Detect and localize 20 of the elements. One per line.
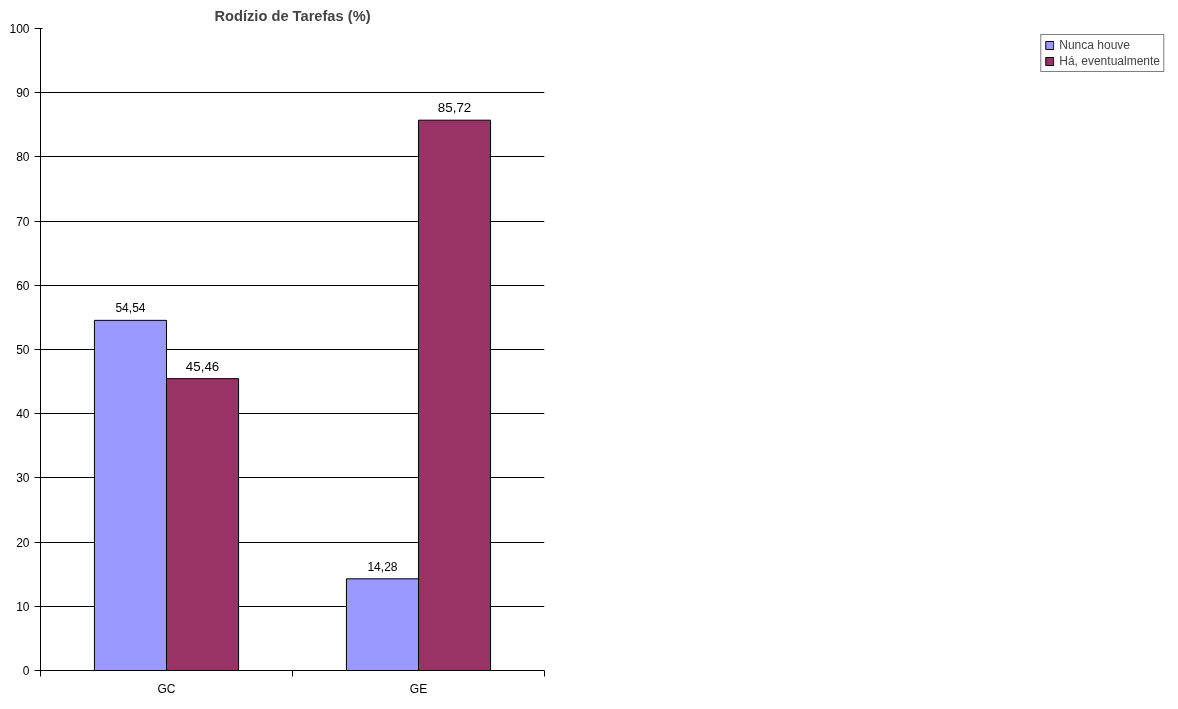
data-label: 54,54 <box>115 301 146 316</box>
y-tick-label: 90 <box>16 86 30 101</box>
y-tick-label: 60 <box>16 278 30 293</box>
y-tick-label: 100 <box>9 22 30 36</box>
legend-label: Nunca houve <box>1059 38 1130 52</box>
legend-label: Há, eventualmente <box>1059 54 1160 68</box>
y-tick-label: 70 <box>16 214 30 229</box>
y-tick-label: 40 <box>16 407 30 422</box>
x-tick-label: GC <box>157 681 176 696</box>
y-tick-label: 0 <box>22 664 30 678</box>
y-tick-label: 30 <box>16 471 30 486</box>
data-label: 85,72 <box>437 100 472 116</box>
y-tick-label: 20 <box>16 535 30 550</box>
x-tick-label: GE <box>409 681 428 696</box>
data-label: 45,46 <box>185 358 220 374</box>
chart-title: Rodízio de Tarefas (%) <box>214 7 371 24</box>
y-tick-label: 10 <box>16 599 30 614</box>
data-label: 14,28 <box>367 559 398 574</box>
y-tick-label: 50 <box>16 343 30 357</box>
y-tick-label: 80 <box>16 150 30 165</box>
